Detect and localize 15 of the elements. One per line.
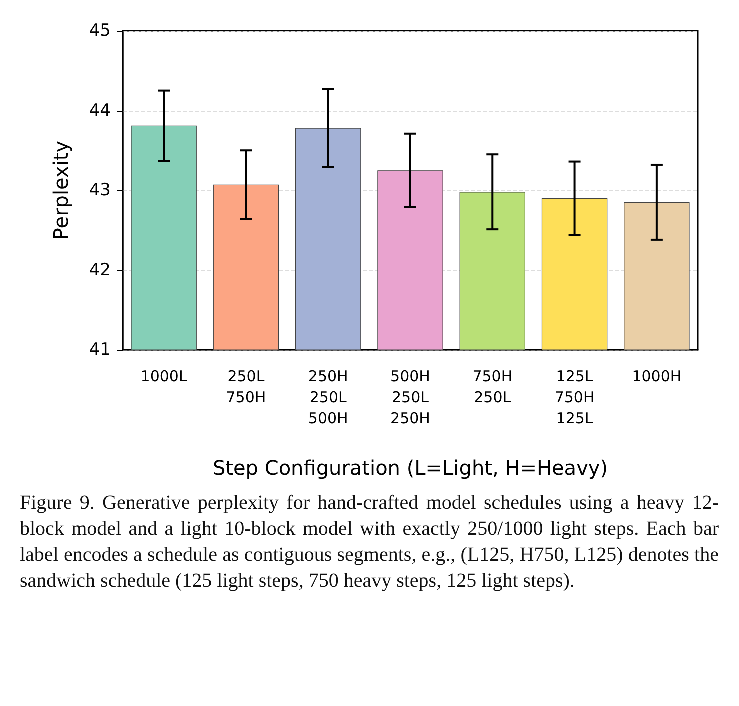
y-tick-label: 45 — [89, 21, 111, 41]
x-tick-label: 250L 750H — [226, 368, 266, 406]
x-tick-label: 1000L — [140, 368, 188, 386]
x-tick-label: 750H 250L — [472, 368, 513, 406]
x-tick-label: 1000H — [632, 368, 682, 386]
x-tick-label: 250H 250L 500H — [308, 368, 348, 428]
y-tick-label: 44 — [89, 100, 111, 121]
y-tick-label: 43 — [89, 180, 111, 200]
caption: Figure 9. Generative perplexity for hand-crafted model schedules using a heavy 12-block model and a light 10-block model with exactly 250/1000 light steps. Each bar label encodes a schedule as contiguous segments, e.g., (L125, H750, L125) denotes the sandwich schedule (125 light steps, 750 heavy steps, 125 light steps). — [20, 491, 719, 594]
x-tick-label: 500H 250L 250H — [390, 368, 430, 428]
y-tick-label: 41 — [89, 340, 111, 360]
y-axis-title: Perplexity — [49, 140, 73, 240]
x-tick-label: 125L 750H 125L — [554, 368, 595, 428]
y-tick-label: 42 — [89, 260, 111, 280]
x-axis-title: Step Configuration (L=Light, H=Heavy) — [212, 456, 608, 480]
